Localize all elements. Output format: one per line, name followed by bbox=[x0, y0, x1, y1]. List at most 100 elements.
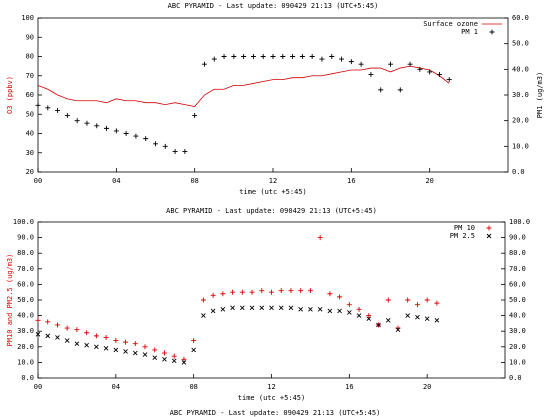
data-point bbox=[220, 291, 226, 297]
y2-tick-label: 0.0 bbox=[512, 168, 525, 176]
data-point bbox=[417, 66, 423, 72]
ozone-line bbox=[37, 65, 450, 107]
data-point bbox=[210, 292, 216, 298]
data-point bbox=[143, 136, 149, 142]
data-point bbox=[434, 300, 440, 306]
data-point bbox=[103, 334, 109, 340]
y-tick-label: 70 bbox=[26, 72, 34, 80]
data-point bbox=[376, 322, 381, 328]
x-tick-label: 08 bbox=[189, 383, 197, 391]
x-tick-label: 12 bbox=[269, 177, 277, 185]
legend-label: PM 10 bbox=[454, 224, 475, 232]
data-point bbox=[395, 327, 401, 332]
data-point bbox=[142, 352, 148, 357]
data-point bbox=[161, 350, 167, 356]
data-point bbox=[104, 125, 110, 131]
data-point bbox=[55, 335, 60, 340]
y2-axis-label: PM1 (ug/m3) bbox=[536, 72, 544, 118]
data-point bbox=[436, 71, 442, 77]
y2-tick-label: 20.0 bbox=[512, 117, 529, 125]
data-point bbox=[74, 118, 80, 124]
legend-swatch bbox=[489, 29, 495, 35]
data-point bbox=[337, 308, 342, 314]
y2-tick-label: 0.0 bbox=[509, 374, 522, 382]
data-point bbox=[278, 305, 284, 311]
y2-tick-label: 80.0 bbox=[509, 249, 526, 257]
data-point bbox=[84, 120, 90, 126]
y2-tick-label: 60.0 bbox=[512, 14, 529, 22]
data-point bbox=[162, 356, 167, 362]
data-point bbox=[211, 56, 217, 62]
data-point bbox=[74, 327, 80, 333]
y-tick-label: 70.0 bbox=[17, 265, 34, 273]
x-tick-label: 16 bbox=[347, 177, 355, 185]
data-point bbox=[221, 54, 227, 59]
data-point bbox=[424, 316, 430, 322]
y-axis-label: PM10 and PM2.5 (ug/m3) bbox=[6, 254, 14, 347]
y2-tick-label: 10.0 bbox=[509, 358, 526, 366]
next-chart-title: ABC PYRAMID - Last update: 090429 21:13 … bbox=[170, 409, 381, 417]
x-tick-label: 12 bbox=[267, 383, 275, 391]
data-point bbox=[113, 338, 119, 344]
data-point bbox=[113, 347, 119, 353]
x-tick-label: 08 bbox=[190, 177, 198, 185]
data-point bbox=[133, 133, 139, 139]
y-tick-label: 10.0 bbox=[17, 358, 34, 366]
y2-tick-label: 50.0 bbox=[509, 296, 526, 304]
data-point bbox=[249, 289, 255, 295]
y2-tick-label: 100.0 bbox=[509, 218, 530, 226]
data-point bbox=[329, 54, 335, 59]
data-point bbox=[84, 342, 89, 348]
data-point bbox=[142, 344, 148, 350]
data-point bbox=[339, 56, 345, 62]
x-tick-label: 20 bbox=[425, 177, 433, 185]
data-point bbox=[35, 317, 41, 323]
y2-tick-label: 90.0 bbox=[509, 234, 526, 242]
y-tick-label: 0.0 bbox=[21, 374, 34, 382]
data-point bbox=[201, 61, 207, 67]
data-point bbox=[230, 289, 236, 295]
y-tick-label: 40.0 bbox=[17, 312, 34, 320]
legend-label: PM 2.5 bbox=[450, 232, 475, 240]
data-point bbox=[55, 107, 61, 113]
x-tick-label: 04 bbox=[112, 177, 120, 185]
y-tick-label: 30 bbox=[26, 149, 34, 157]
data-point bbox=[113, 128, 119, 134]
y-tick-label: 50.0 bbox=[17, 296, 34, 304]
data-point bbox=[358, 61, 364, 67]
data-point bbox=[239, 289, 245, 295]
data-point bbox=[327, 291, 333, 297]
data-point bbox=[446, 77, 452, 83]
data-point bbox=[366, 316, 372, 322]
data-point bbox=[93, 333, 99, 339]
data-point bbox=[319, 56, 325, 62]
data-point bbox=[162, 143, 168, 149]
x-tick-label: 04 bbox=[112, 383, 120, 391]
data-point bbox=[123, 131, 129, 136]
data-point bbox=[192, 113, 198, 119]
data-point bbox=[405, 297, 411, 303]
data-point bbox=[308, 307, 313, 312]
data-point bbox=[94, 344, 99, 350]
data-point bbox=[307, 288, 313, 294]
data-point bbox=[64, 113, 70, 119]
data-point bbox=[103, 346, 109, 351]
data-point bbox=[64, 325, 70, 331]
data-point bbox=[35, 102, 41, 108]
y-tick-label: 60.0 bbox=[17, 280, 34, 288]
data-point bbox=[280, 54, 286, 59]
y-tick-label: 80.0 bbox=[17, 249, 34, 257]
data-point bbox=[415, 314, 420, 320]
y2-tick-label: 30.0 bbox=[512, 91, 529, 99]
legend-swatch bbox=[486, 225, 492, 231]
data-point bbox=[288, 288, 294, 294]
data-point bbox=[64, 338, 70, 343]
data-point bbox=[181, 360, 187, 365]
data-point bbox=[191, 347, 196, 353]
chart-title: ABC PYRAMID - Last update: 090429 21:13 … bbox=[166, 207, 377, 215]
data-point bbox=[259, 288, 265, 294]
data-point bbox=[132, 350, 138, 356]
y-tick-label: 20 bbox=[26, 168, 34, 176]
data-point bbox=[368, 71, 374, 77]
data-point bbox=[317, 307, 323, 312]
